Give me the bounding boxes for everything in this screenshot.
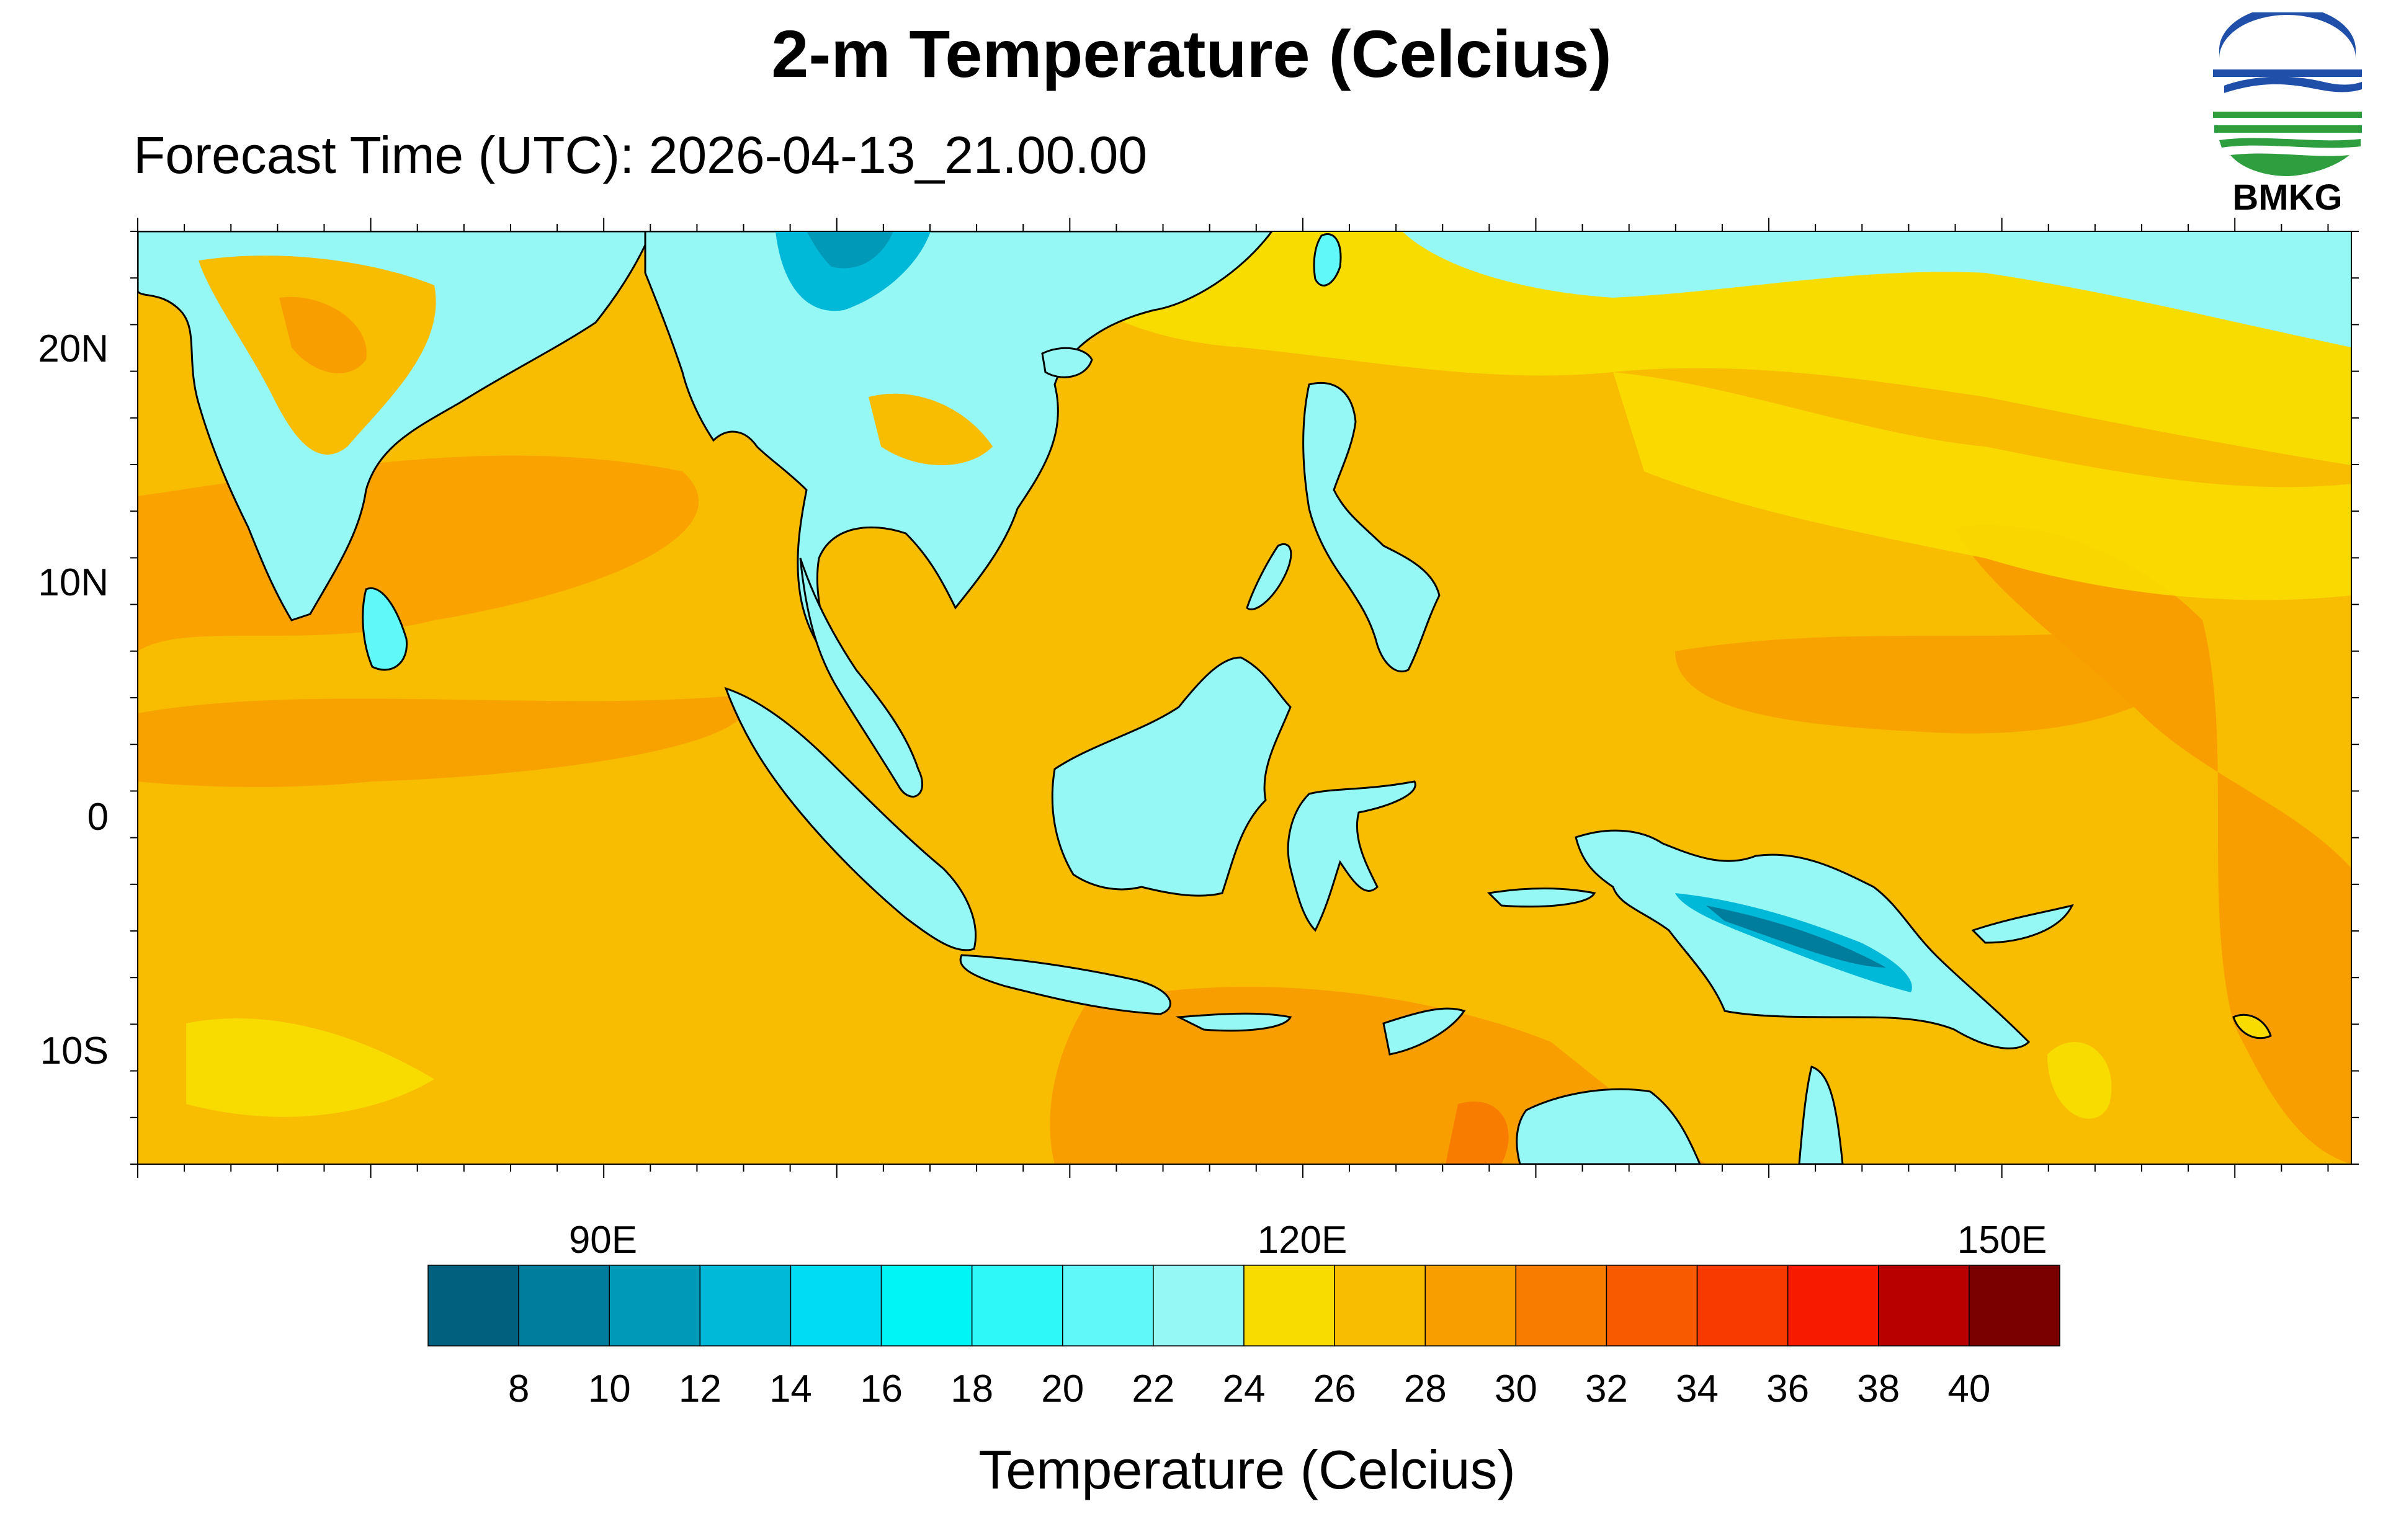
sulawesi [1287, 780, 1416, 932]
colorbar-swatch [1606, 1265, 1698, 1346]
lat-label-20n: 20N [38, 327, 109, 370]
colorbar-tick-label: 36 [1766, 1368, 1810, 1410]
colorbar-tick-label: 34 [1676, 1368, 1719, 1410]
map-ticks [130, 218, 2359, 1178]
sumatra [724, 687, 977, 951]
colorbar-swatch [880, 1265, 973, 1346]
warm-patch [138, 695, 748, 787]
warm-patch [1954, 525, 2351, 1164]
palawan [1246, 543, 1292, 610]
colorbar-tick-label: 20 [1041, 1368, 1084, 1410]
chart-title: 2-m Temperature (Celcius) [771, 16, 1612, 91]
india-hot-core [279, 296, 367, 373]
philippines [1302, 382, 1441, 673]
colorbar-tick-label: 32 [1585, 1368, 1628, 1410]
colorbar-title: Temperature (Celcius) [978, 1439, 1516, 1500]
colorbar-swatch [1062, 1265, 1154, 1346]
colorbar-swatch [427, 1265, 519, 1346]
java [959, 954, 1171, 1015]
cool-ocean [1055, 231, 2351, 465]
colorbar-swatch [1153, 1265, 1245, 1346]
colorbar-tick-label: 14 [769, 1368, 812, 1410]
colorbar-swatch [1334, 1265, 1426, 1346]
malay-peninsula [799, 558, 923, 798]
cape-york [1798, 1066, 1844, 1164]
thailand-warm [869, 393, 993, 465]
warm-patch [1675, 620, 2188, 734]
logo-emblem [2213, 12, 2362, 176]
colorbar-tick-label: 12 [678, 1368, 722, 1410]
colorbar-swatch [609, 1265, 701, 1346]
borneo [1051, 656, 1292, 897]
colorbar-tick-label: 22 [1132, 1368, 1175, 1410]
colorbar-tick-label: 16 [860, 1368, 903, 1410]
map-field [138, 231, 2351, 1164]
hot-patch [1446, 1102, 1509, 1164]
lat-label-10n: 10N [38, 561, 109, 604]
seram [1487, 888, 1596, 908]
lesser-sunda [1175, 1012, 1292, 1032]
colorbar-swatch [1787, 1265, 1879, 1346]
himalaya-cold [776, 231, 931, 311]
forecast-time: Forecast Time (UTC): 2026-04-13_21.00.00 [133, 126, 1148, 184]
lat-label-10s: 10S [40, 1030, 109, 1072]
new-britain [1971, 904, 2074, 944]
hainan [1041, 347, 1093, 378]
new-guinea-peaks [1706, 906, 1886, 968]
solomon-island [2232, 1013, 2272, 1039]
colorbar-tick-label: 8 [507, 1368, 530, 1410]
colorbar-tick-label: 10 [588, 1368, 631, 1410]
colorbar-swatch [1243, 1265, 1335, 1346]
cool-ocean [1613, 372, 2351, 600]
bmkg-logo: BMKG [2213, 12, 2362, 217]
colorbar-tick-label: 40 [1947, 1368, 1991, 1410]
colorbar-swatch [518, 1265, 610, 1346]
sri-lanka [362, 587, 408, 671]
himalaya-coldest [807, 231, 893, 269]
colorbar-swatch [971, 1265, 1063, 1346]
cool-patch [186, 1018, 434, 1117]
colorbar-tick-label: 30 [1494, 1368, 1537, 1410]
colorbar-tick-label: 38 [1857, 1368, 1900, 1410]
australia-north [1516, 1088, 1701, 1164]
colorbar-swatch [790, 1265, 882, 1346]
taiwan [1313, 233, 1342, 287]
lon-label-90e: 90E [568, 1219, 638, 1262]
colorbar-tick-label: 26 [1313, 1368, 1356, 1410]
colorbar-swatch [1878, 1265, 1970, 1346]
cold-ocean-north [1402, 231, 2351, 347]
cool-patch [2047, 1041, 2112, 1119]
colorbar-swatch [1515, 1265, 1607, 1346]
colorbar-boxes [427, 1265, 2060, 1346]
lon-label-150e: 150E [1957, 1219, 2047, 1262]
lon-label-120e: 120E [1257, 1219, 1348, 1262]
colorbar-swatch [1424, 1265, 1517, 1346]
lat-label-0: 0 [87, 796, 109, 839]
colorbar-swatch [699, 1265, 792, 1346]
timor [1382, 1007, 1466, 1056]
colorbar-swatch [1696, 1265, 1789, 1346]
colorbar-tick-label: 18 [950, 1368, 994, 1410]
logo-text: BMKG [2232, 177, 2342, 217]
colorbar-swatch [1969, 1265, 2060, 1346]
colorbar-tick-label: 24 [1222, 1368, 1266, 1410]
colorbar-tick-label: 28 [1403, 1368, 1447, 1410]
